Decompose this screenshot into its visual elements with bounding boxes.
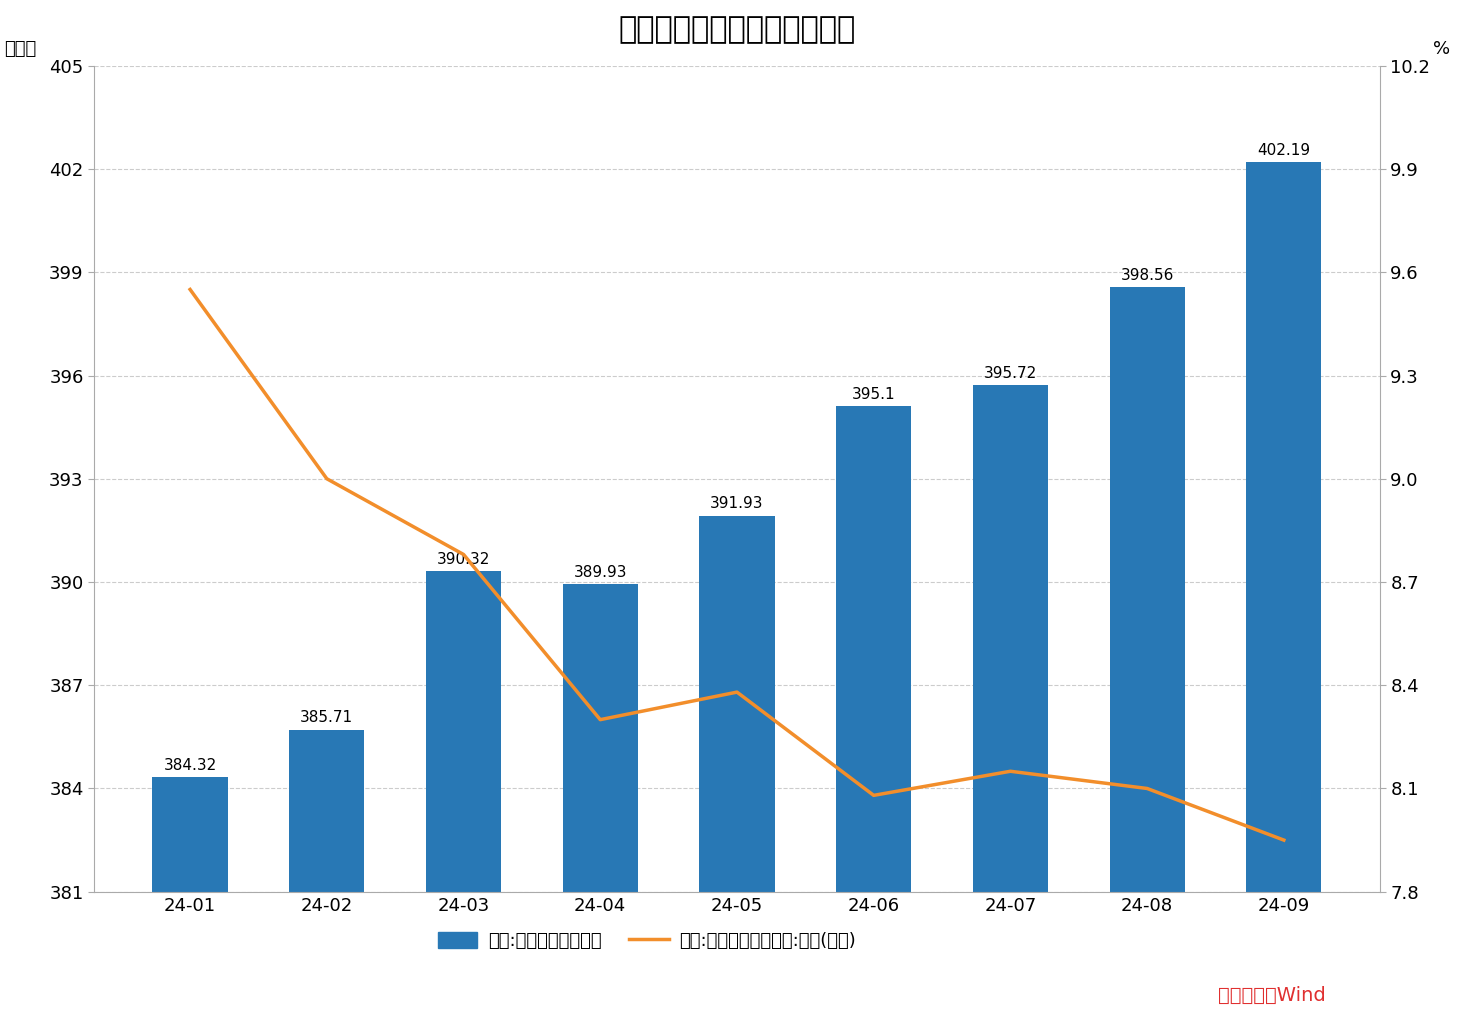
- Text: 390.32: 390.32: [437, 552, 490, 567]
- Text: 395.72: 395.72: [983, 366, 1037, 381]
- Text: 384.32: 384.32: [163, 759, 217, 773]
- Text: 395.1: 395.1: [852, 388, 896, 402]
- Legend: 中国:社会融资规模存量, 中国:社会融资规模存量:同比(右轴): 中国:社会融资规模存量, 中国:社会融资规模存量:同比(右轴): [430, 925, 864, 957]
- Text: 391.93: 391.93: [710, 497, 763, 511]
- Bar: [1110, 288, 1185, 892]
- Text: %: %: [1434, 39, 1451, 58]
- Text: 385.71: 385.71: [300, 710, 354, 726]
- Bar: [1246, 163, 1321, 892]
- Text: 402.19: 402.19: [1257, 143, 1310, 159]
- Text: 398.56: 398.56: [1120, 268, 1174, 284]
- Bar: [836, 406, 911, 892]
- Bar: [973, 386, 1048, 892]
- Text: 389.93: 389.93: [574, 565, 627, 580]
- Bar: [562, 585, 638, 892]
- Bar: [153, 777, 227, 892]
- Title: 社会融资规模存量及变化情况: 社会融资规模存量及变化情况: [618, 15, 855, 44]
- Bar: [699, 516, 775, 892]
- Bar: [288, 730, 364, 892]
- Text: 万亿元: 万亿元: [4, 39, 36, 58]
- Text: 数据来源：Wind: 数据来源：Wind: [1218, 987, 1326, 1005]
- Bar: [425, 571, 501, 892]
